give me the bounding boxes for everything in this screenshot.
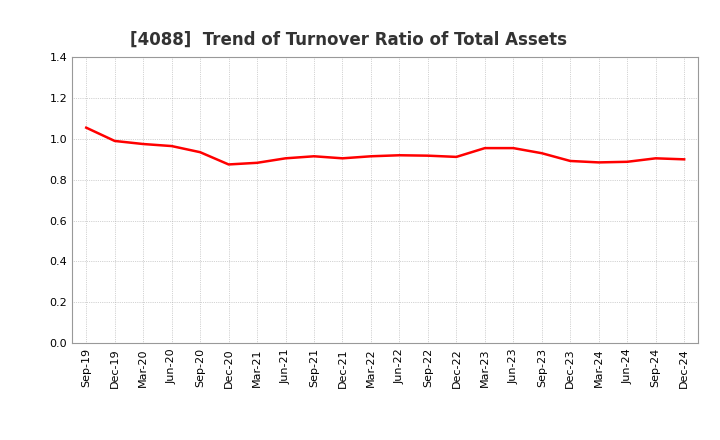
Text: [4088]  Trend of Turnover Ratio of Total Assets: [4088] Trend of Turnover Ratio of Total … — [130, 31, 567, 49]
